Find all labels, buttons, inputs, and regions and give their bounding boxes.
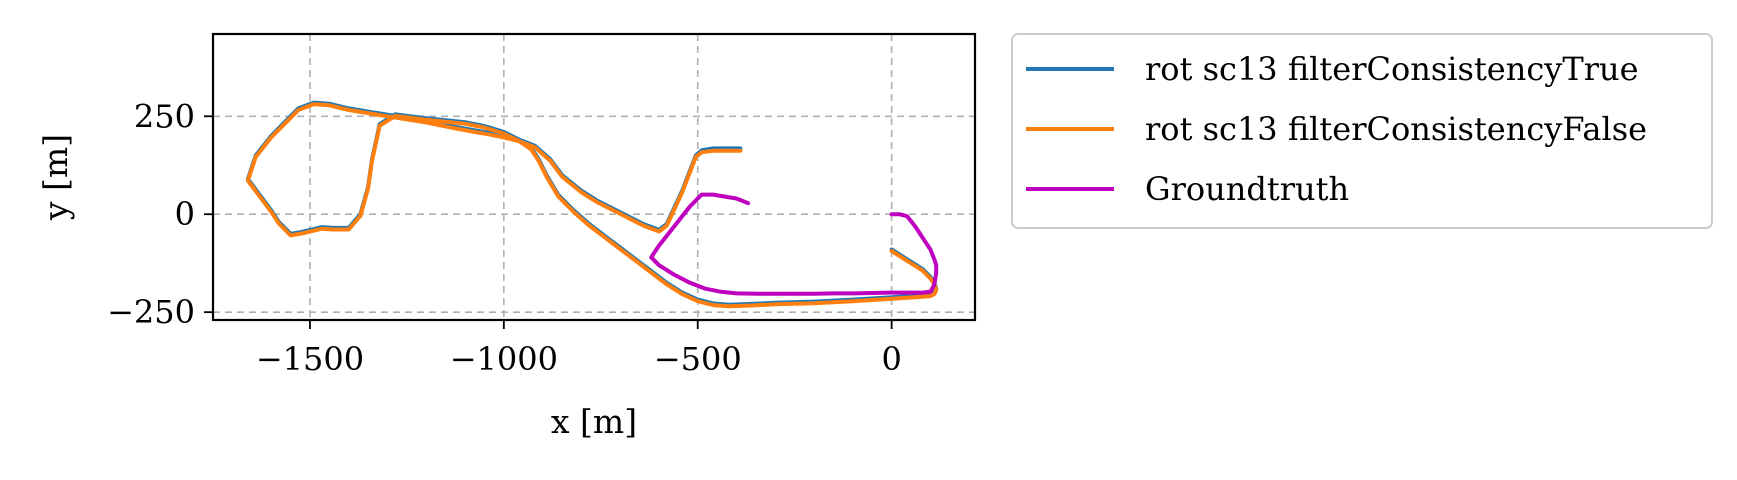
- series-line-rot-sc13-filterconsistencytrue: [245, 100, 939, 307]
- x-tick-label: 0: [881, 340, 901, 378]
- plot-frame: [211, 32, 977, 322]
- x-tick-label: −500: [654, 340, 742, 378]
- y-tick-label: 0: [175, 195, 195, 233]
- y-tick-label: 250: [134, 97, 195, 135]
- legend-label-groundtruth: Groundtruth: [1145, 170, 1349, 208]
- axis-ticks: −1500 −1000 −500 0 −250 0 250: [107, 97, 902, 378]
- legend: rot sc13 filterConsistencyTrue rot sc13 …: [1011, 33, 1713, 229]
- x-tick-label: −1500: [256, 340, 364, 378]
- x-axis-label: x [m]: [551, 402, 637, 441]
- y-tick-label: −250: [107, 293, 195, 331]
- grid-lines: [213, 34, 975, 320]
- series-line-rot-sc13-filterconsistencyfalse: [245, 102, 939, 309]
- y-axis-label: y [m]: [36, 134, 75, 221]
- series-line-groundtruth: [649, 192, 939, 296]
- legend-label-filter-true: rot sc13 filterConsistencyTrue: [1145, 50, 1639, 88]
- legend-box: [1011, 33, 1713, 229]
- x-tick-label: −1000: [450, 340, 558, 378]
- legend-label-filter-false: rot sc13 filterConsistencyFalse: [1145, 110, 1647, 148]
- plot-series: [245, 100, 939, 309]
